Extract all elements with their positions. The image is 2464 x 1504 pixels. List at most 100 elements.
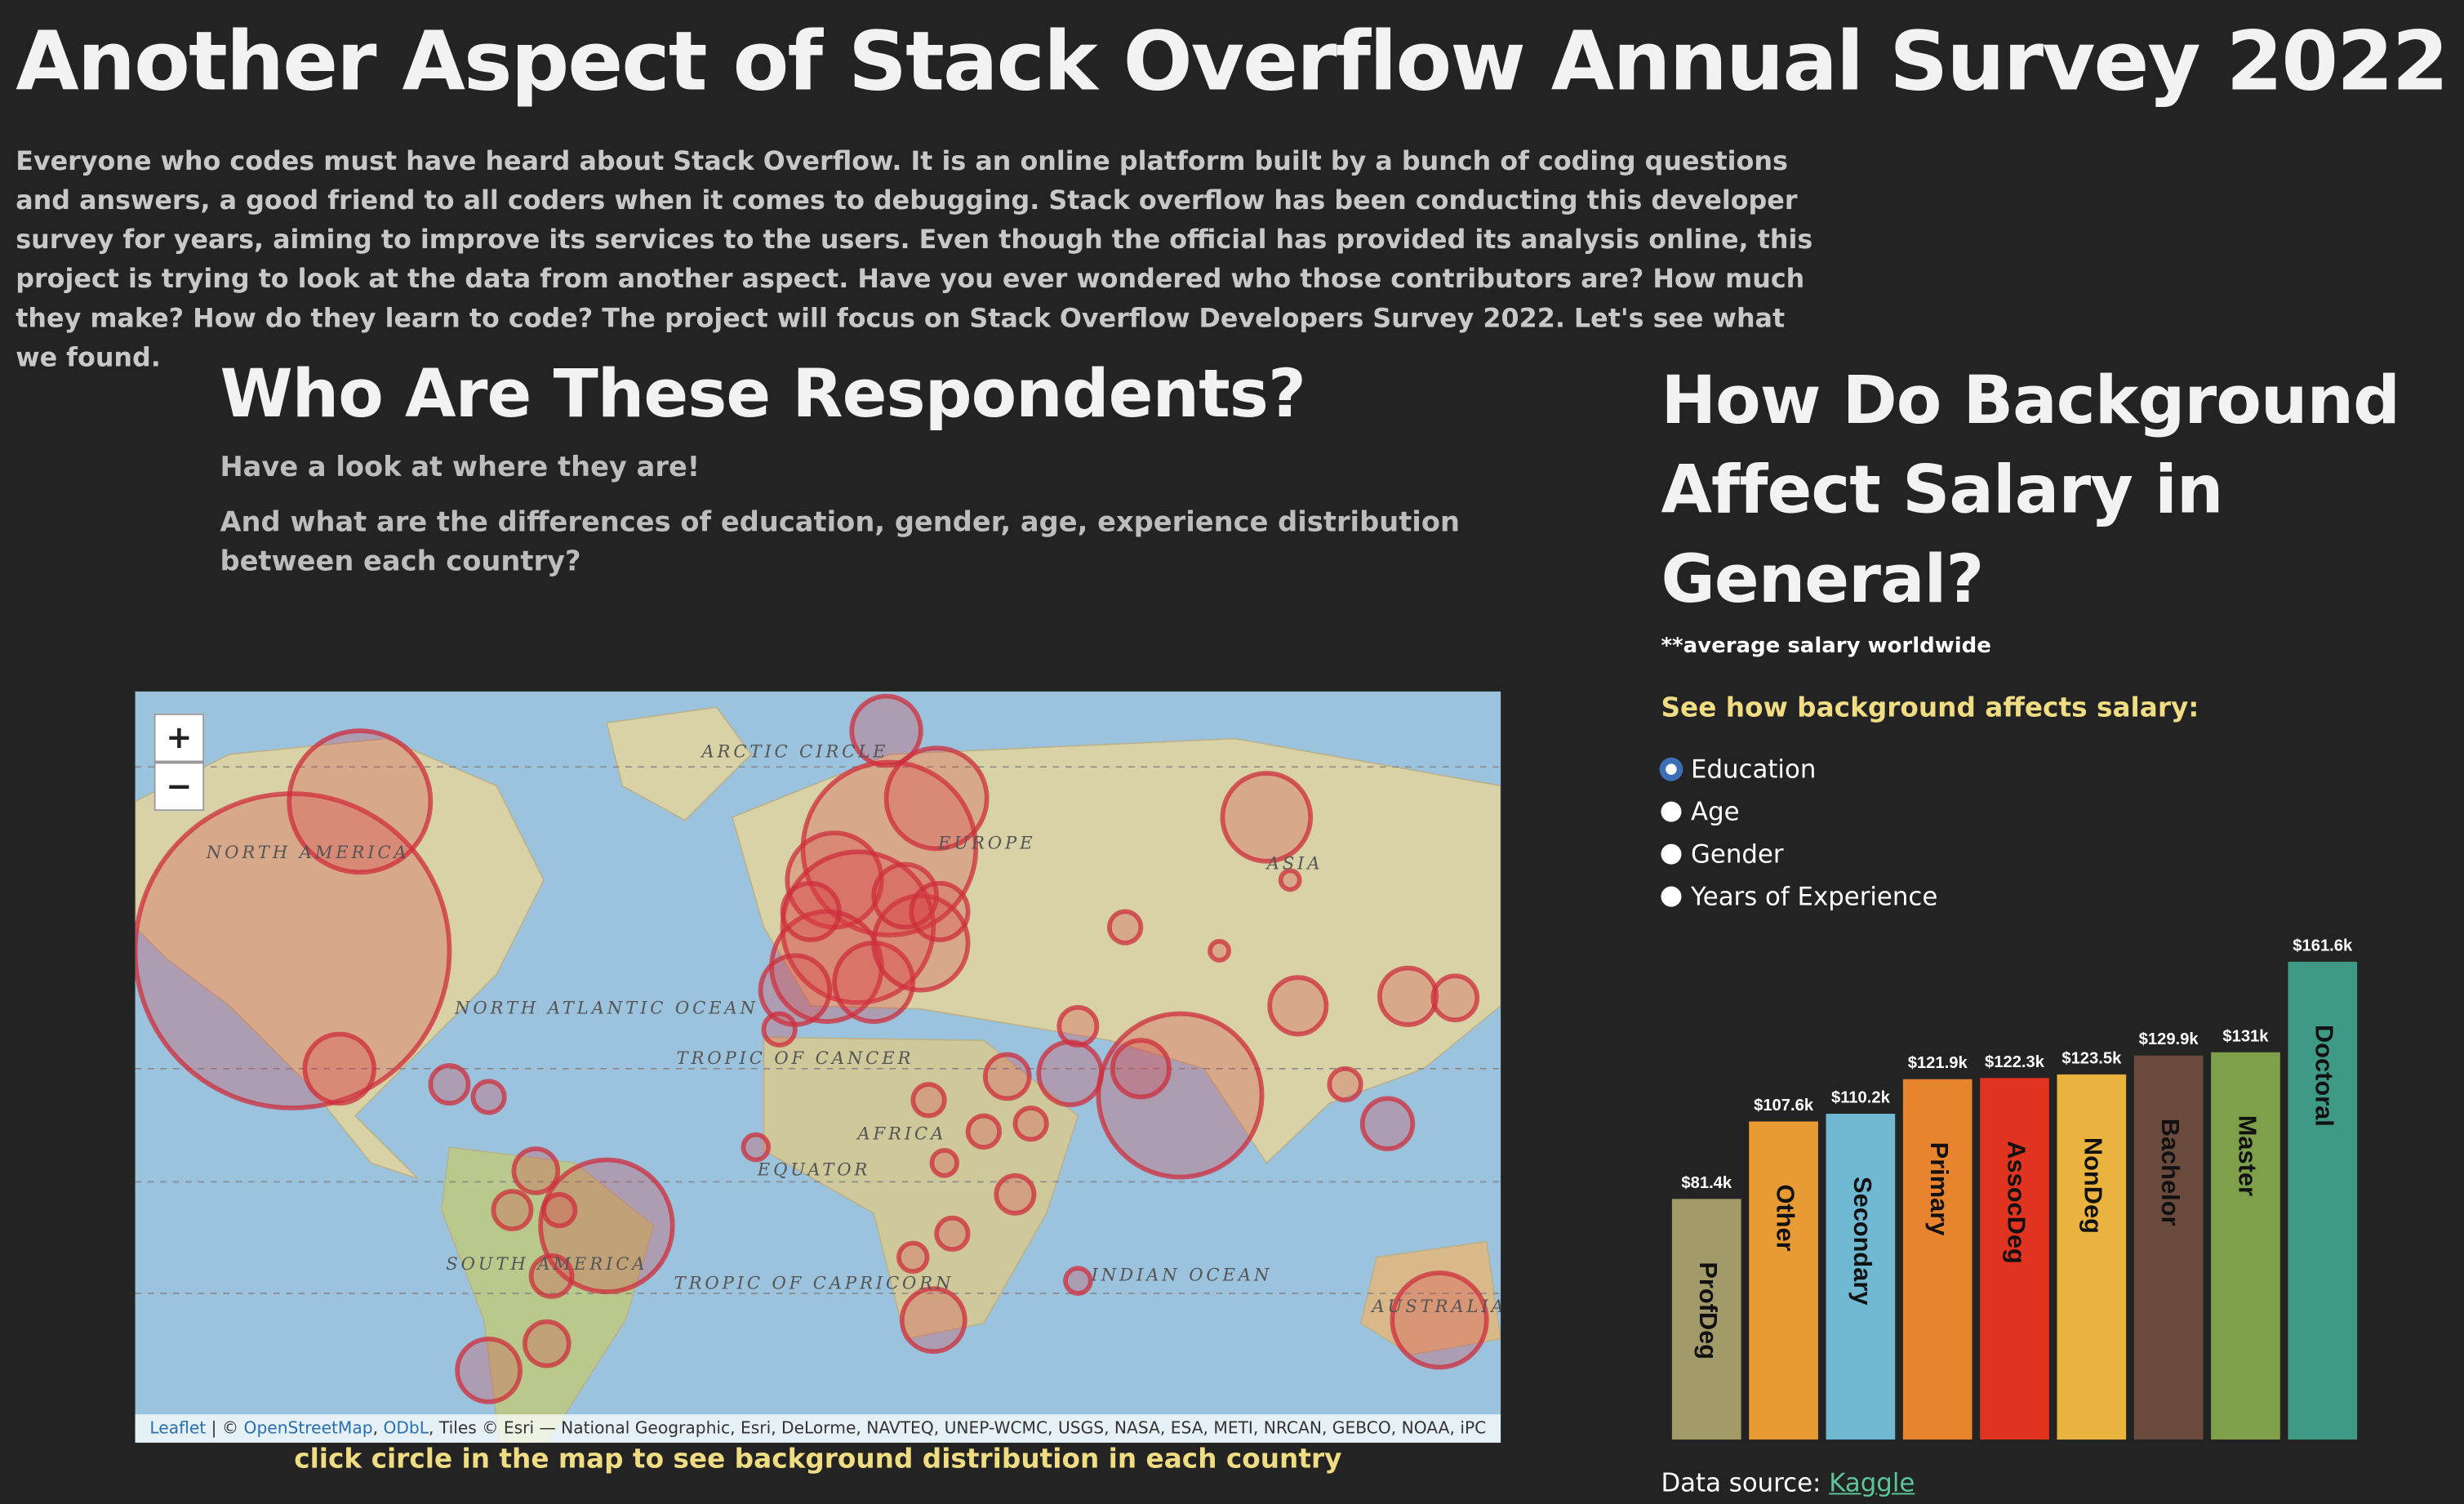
country-circle[interactable] bbox=[965, 1113, 1003, 1150]
country-circle[interactable] bbox=[302, 1031, 376, 1106]
radio-option[interactable]: Education bbox=[1661, 748, 1937, 790]
map-label: ARCTIC CIRCLE bbox=[700, 741, 888, 762]
value-label: $107.6k bbox=[1754, 1097, 1814, 1115]
attribution-text: , bbox=[372, 1419, 384, 1439]
country-circle[interactable] bbox=[910, 1082, 947, 1119]
country-circle[interactable] bbox=[741, 1132, 772, 1163]
radio-button[interactable] bbox=[1661, 801, 1682, 822]
source-label: Data source: bbox=[1661, 1467, 1821, 1498]
country-circle[interactable] bbox=[982, 1052, 1032, 1101]
radio-option[interactable]: Gender bbox=[1661, 833, 1937, 875]
country-circle[interactable] bbox=[511, 1146, 561, 1195]
country-circle[interactable] bbox=[1327, 1066, 1363, 1103]
country-circle[interactable] bbox=[1390, 1270, 1489, 1370]
attribution-text: , Tiles © Esri — National Geographic, Es… bbox=[429, 1419, 1487, 1439]
country-circle[interactable] bbox=[761, 1011, 798, 1048]
map-label: EQUATOR bbox=[757, 1159, 870, 1180]
category-label: Master bbox=[2233, 1115, 2262, 1196]
country-circle[interactable] bbox=[929, 1148, 960, 1178]
country-circle[interactable] bbox=[287, 728, 434, 875]
country-circle[interactable] bbox=[1106, 909, 1144, 946]
country-circle[interactable] bbox=[528, 1253, 575, 1299]
country-circle[interactable] bbox=[934, 1215, 971, 1253]
country-circle[interactable] bbox=[883, 745, 990, 852]
radio-button[interactable] bbox=[1661, 759, 1682, 780]
land bbox=[731, 737, 1501, 1164]
attribution-link[interactable]: OpenStreetMap bbox=[243, 1419, 373, 1439]
country-circle[interactable] bbox=[994, 1172, 1037, 1216]
country-circle[interactable] bbox=[1267, 975, 1329, 1037]
radio-label: Years of Experience bbox=[1691, 881, 1938, 912]
country-circle[interactable] bbox=[1012, 1106, 1049, 1142]
radio-group: Education Age Gender Years of Experience bbox=[1661, 748, 1937, 918]
map[interactable]: ARCTIC CIRCLE NORTH AMERICA EUROPE ASIA NORT… bbox=[135, 691, 1501, 1443]
zoom-in-button[interactable]: + bbox=[153, 713, 205, 763]
map-label: AFRICA bbox=[856, 1123, 946, 1143]
value-label: $131k bbox=[2222, 1027, 2269, 1045]
country-circle[interactable] bbox=[491, 1189, 534, 1232]
section-text: And what are the differences of educatio… bbox=[220, 507, 1460, 579]
value-label: $81.4k bbox=[1681, 1174, 1732, 1192]
country-circle[interactable] bbox=[1110, 1038, 1172, 1100]
bar bbox=[1980, 1078, 2049, 1440]
country-circle[interactable] bbox=[470, 1079, 507, 1115]
country-circle[interactable] bbox=[871, 893, 971, 993]
land bbox=[763, 1036, 1079, 1340]
attribution-text: | © bbox=[206, 1419, 244, 1439]
land bbox=[135, 737, 545, 1180]
source-link[interactable]: Kaggle bbox=[1829, 1467, 1915, 1498]
attribution-link[interactable]: ODbL bbox=[383, 1419, 429, 1439]
bar-chart: $81.4k ProfDeg $107.6k Other $110.2k Secondar… bbox=[1671, 937, 2358, 1440]
map-label: EUROPE bbox=[937, 832, 1035, 852]
country-circle[interactable] bbox=[1430, 973, 1480, 1023]
country-circle[interactable] bbox=[909, 880, 971, 942]
country-circle[interactable] bbox=[1359, 1096, 1416, 1151]
note: **average salary worldwide bbox=[1661, 633, 1991, 659]
radio-option[interactable]: Years of Experience bbox=[1661, 875, 1937, 918]
zoom-out-button[interactable]: − bbox=[153, 762, 205, 812]
bar bbox=[1902, 1079, 1973, 1440]
attribution-link[interactable]: Leaflet bbox=[149, 1419, 207, 1439]
country-circle[interactable] bbox=[541, 1191, 578, 1229]
category-label: AssocDeg bbox=[2002, 1141, 2030, 1264]
country-circle[interactable] bbox=[522, 1319, 572, 1368]
radio-prompt: See how background affects salary: bbox=[1661, 692, 2199, 725]
value-label: $129.9k bbox=[2139, 1030, 2199, 1048]
country-circle[interactable] bbox=[428, 1063, 471, 1106]
map-caption: click circle in the map to see backgroun… bbox=[294, 1444, 1342, 1476]
country-circle[interactable] bbox=[800, 759, 979, 938]
value-label: $110.2k bbox=[1831, 1089, 1891, 1107]
category-label: Primary bbox=[1925, 1142, 1954, 1236]
value-label: $122.3k bbox=[1985, 1053, 2045, 1071]
category-label: Bachelor bbox=[2156, 1119, 2185, 1226]
map-label: SOUTH AMERICA bbox=[446, 1253, 647, 1274]
radio-button[interactable] bbox=[1661, 843, 1682, 865]
radio-option[interactable]: Age bbox=[1661, 790, 1937, 833]
country-circle[interactable] bbox=[849, 693, 923, 768]
section-text: Have a look at where they are! bbox=[220, 452, 701, 484]
country-circle[interactable] bbox=[1208, 939, 1232, 963]
map-label: NORTH AMERICA bbox=[206, 842, 410, 862]
country-circle[interactable] bbox=[455, 1336, 523, 1404]
country-circle[interactable] bbox=[780, 880, 842, 942]
country-circle[interactable] bbox=[896, 1240, 930, 1275]
value-label: $121.9k bbox=[1908, 1054, 1968, 1072]
country-circle[interactable] bbox=[1377, 965, 1439, 1027]
country-circle[interactable] bbox=[1063, 1266, 1093, 1296]
radio-button[interactable] bbox=[1661, 886, 1682, 907]
country-circle[interactable] bbox=[538, 1157, 675, 1295]
country-circle[interactable] bbox=[899, 1286, 967, 1355]
land bbox=[1359, 1240, 1501, 1355]
country-circle[interactable] bbox=[1096, 1011, 1265, 1180]
country-circle[interactable] bbox=[1036, 1039, 1105, 1107]
country-circle[interactable] bbox=[1220, 771, 1314, 864]
category-label: Other bbox=[1771, 1184, 1799, 1251]
country-circle[interactable] bbox=[1056, 1004, 1100, 1048]
radio-label: Gender bbox=[1691, 839, 1784, 870]
map-attribution: Leaflet | © OpenStreetMap, ODbL, Tiles ©… bbox=[135, 1414, 1501, 1443]
country-circle[interactable] bbox=[871, 861, 940, 930]
category-label: Doctoral bbox=[2311, 1025, 2339, 1127]
country-circle[interactable] bbox=[1278, 868, 1302, 892]
